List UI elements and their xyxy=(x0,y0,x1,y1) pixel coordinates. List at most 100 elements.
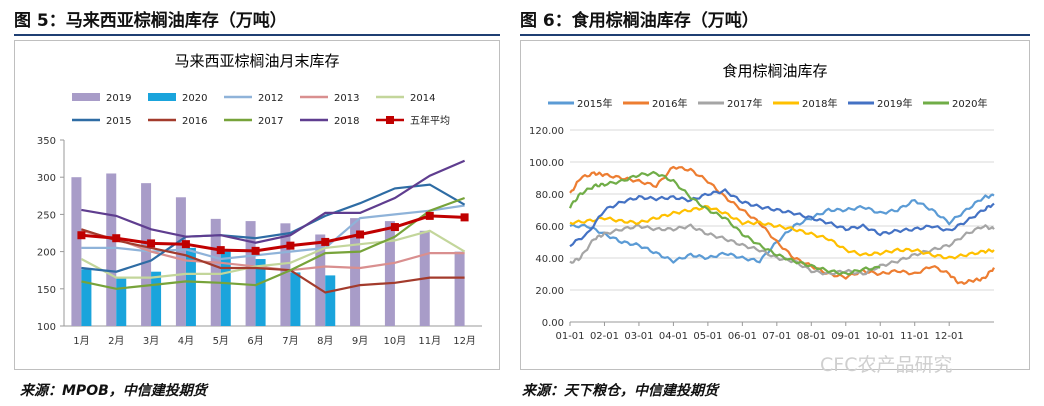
y-tick-label: 20.00 xyxy=(535,286,564,297)
legend-swatch-2020 xyxy=(148,93,176,101)
x-tick-label: 12-01 xyxy=(935,331,964,342)
line-2012 xyxy=(81,204,465,261)
y-tick-label: 350 xyxy=(37,136,56,147)
bar-2019 xyxy=(141,183,152,326)
legend-label-2016年: 2016年 xyxy=(652,97,687,110)
marker-五年平均 xyxy=(425,211,434,220)
legend-label-2020: 2020 xyxy=(182,93,207,104)
x-tick-label: 8月 xyxy=(317,335,333,347)
y-tick-label: 200 xyxy=(37,248,56,259)
bar-2020 xyxy=(255,259,266,326)
x-tick-label: 10-01 xyxy=(866,331,895,342)
x-tick-label: 07-01 xyxy=(762,331,791,342)
legend-label-2017年: 2017年 xyxy=(727,97,762,110)
legend-label-2012: 2012 xyxy=(258,93,283,104)
bar-2019 xyxy=(245,221,256,326)
bar-2020 xyxy=(116,277,127,326)
legend-label-2018年: 2018年 xyxy=(802,97,837,110)
line-2014 xyxy=(80,229,466,279)
legend-label-2019年: 2019年 xyxy=(877,97,912,110)
legend-marker-五年平均 xyxy=(386,116,394,124)
line-2015 xyxy=(81,183,466,273)
bar-2020 xyxy=(290,272,301,326)
bar-2019 xyxy=(315,234,326,326)
bar-2019 xyxy=(384,221,395,326)
x-tick-label: 04-01 xyxy=(659,331,688,342)
line-2019年 xyxy=(569,188,995,248)
right-figure-title: 图 6：食用棕榈油库存（万吨） xyxy=(520,11,759,31)
bar-2019 xyxy=(454,251,465,326)
bar-2020 xyxy=(185,247,196,326)
bar-2020 xyxy=(325,275,336,326)
y-tick-label: 150 xyxy=(37,285,56,296)
y-tick-label: 100 xyxy=(37,322,56,333)
x-tick-label: 08-01 xyxy=(797,331,826,342)
legend-label-2017: 2017 xyxy=(258,116,283,127)
marker-五年平均 xyxy=(147,239,156,248)
x-tick-label: 3月 xyxy=(143,335,159,347)
x-tick-label: 5月 xyxy=(213,335,229,347)
marker-五年平均 xyxy=(321,237,330,246)
legend-label-2014: 2014 xyxy=(410,93,435,104)
x-tick-label: 6月 xyxy=(247,335,263,347)
x-tick-label: 4月 xyxy=(178,335,194,347)
bar-2019 xyxy=(175,197,186,326)
right-source-note: 来源：天下粮仓，中信建投期货 xyxy=(522,383,718,399)
y-tick-label: 80.00 xyxy=(535,190,564,201)
bar-2019 xyxy=(350,218,361,326)
y-tick-label: 250 xyxy=(37,210,56,221)
marker-五年平均 xyxy=(112,234,121,243)
x-tick-label: 06-01 xyxy=(728,331,757,342)
x-tick-label: 11月 xyxy=(418,335,441,347)
y-tick-label: 40.00 xyxy=(535,254,564,265)
line-2016年 xyxy=(569,165,995,285)
x-tick-label: 9月 xyxy=(352,335,368,347)
chart-left-title: 马来西亚棕榈油月末库存 xyxy=(174,52,339,70)
bar-2019 xyxy=(71,177,82,326)
legend-label-2015: 2015 xyxy=(106,116,131,127)
legend-label-2015年: 2015年 xyxy=(577,97,612,110)
marker-五年平均 xyxy=(77,231,86,240)
marker-五年平均 xyxy=(460,213,469,222)
legend-label-2020年: 2020年 xyxy=(952,97,987,110)
line-2020年 xyxy=(568,170,881,276)
chart-left-plot: 100 150 200 250 300 350 1月 2月 3月 4月 5月 6月 7月 8月 9月 10月 1… xyxy=(37,136,482,347)
left-figure-title: 图 5：马来西亚棕榈油库存（万吨） xyxy=(14,11,287,31)
bar-2020 xyxy=(81,269,92,326)
chart-right-legend: 2015年 2016年 2017年 2018年 2019年 2020年 xyxy=(548,97,987,110)
marker-五年平均 xyxy=(181,240,190,249)
x-tick-label: 12月 xyxy=(453,335,476,347)
marker-五年平均 xyxy=(286,241,295,250)
bar-2020 xyxy=(220,251,231,326)
x-tick-label: 1月 xyxy=(73,335,89,347)
legend-swatch-2019 xyxy=(72,93,100,101)
x-tick-label: 03-01 xyxy=(624,331,653,342)
y-tick-label: 100.00 xyxy=(529,158,564,169)
line-五年平均 xyxy=(81,214,465,253)
edible-palm-oil-stock-chart: 食用棕榈油库存 2015年 2016年 2017年 2018年 2019年 2020年 0… xyxy=(520,40,1030,370)
x-tick-label: 09-01 xyxy=(831,331,860,342)
legend-label-2016: 2016 xyxy=(182,116,207,127)
chart-right-frame xyxy=(520,40,1030,370)
bar-2019 xyxy=(280,223,291,326)
marker-五年平均 xyxy=(216,246,225,255)
x-tick-label: 2月 xyxy=(108,335,124,347)
y-tick-label: 300 xyxy=(37,173,56,184)
x-tick-label: 01-01 xyxy=(555,331,584,342)
chart-left-legend: 2019 2020 2012 2013 2014 2015 2016 2017 2018 五年平均 xyxy=(72,93,450,127)
x-tick-label: 11-01 xyxy=(900,331,929,342)
legend-label-2013: 2013 xyxy=(334,93,359,104)
watermark-text: CFC农产品研究 xyxy=(820,354,953,376)
line-2017 xyxy=(81,196,465,290)
left-source-note: 来源：MPOB，中信建投期货 xyxy=(20,383,207,399)
y-tick-label: 0.00 xyxy=(542,318,564,329)
line-2017年 xyxy=(569,223,995,276)
y-tick-label: 60.00 xyxy=(535,222,564,233)
bar-2020 xyxy=(151,271,162,326)
legend-label-2019: 2019 xyxy=(106,93,131,104)
x-tick-label: 05-01 xyxy=(693,331,722,342)
left-title-rule xyxy=(14,34,500,36)
line-2016 xyxy=(81,228,465,294)
x-tick-label: 02-01 xyxy=(590,331,619,342)
line-2015年 xyxy=(569,193,995,264)
